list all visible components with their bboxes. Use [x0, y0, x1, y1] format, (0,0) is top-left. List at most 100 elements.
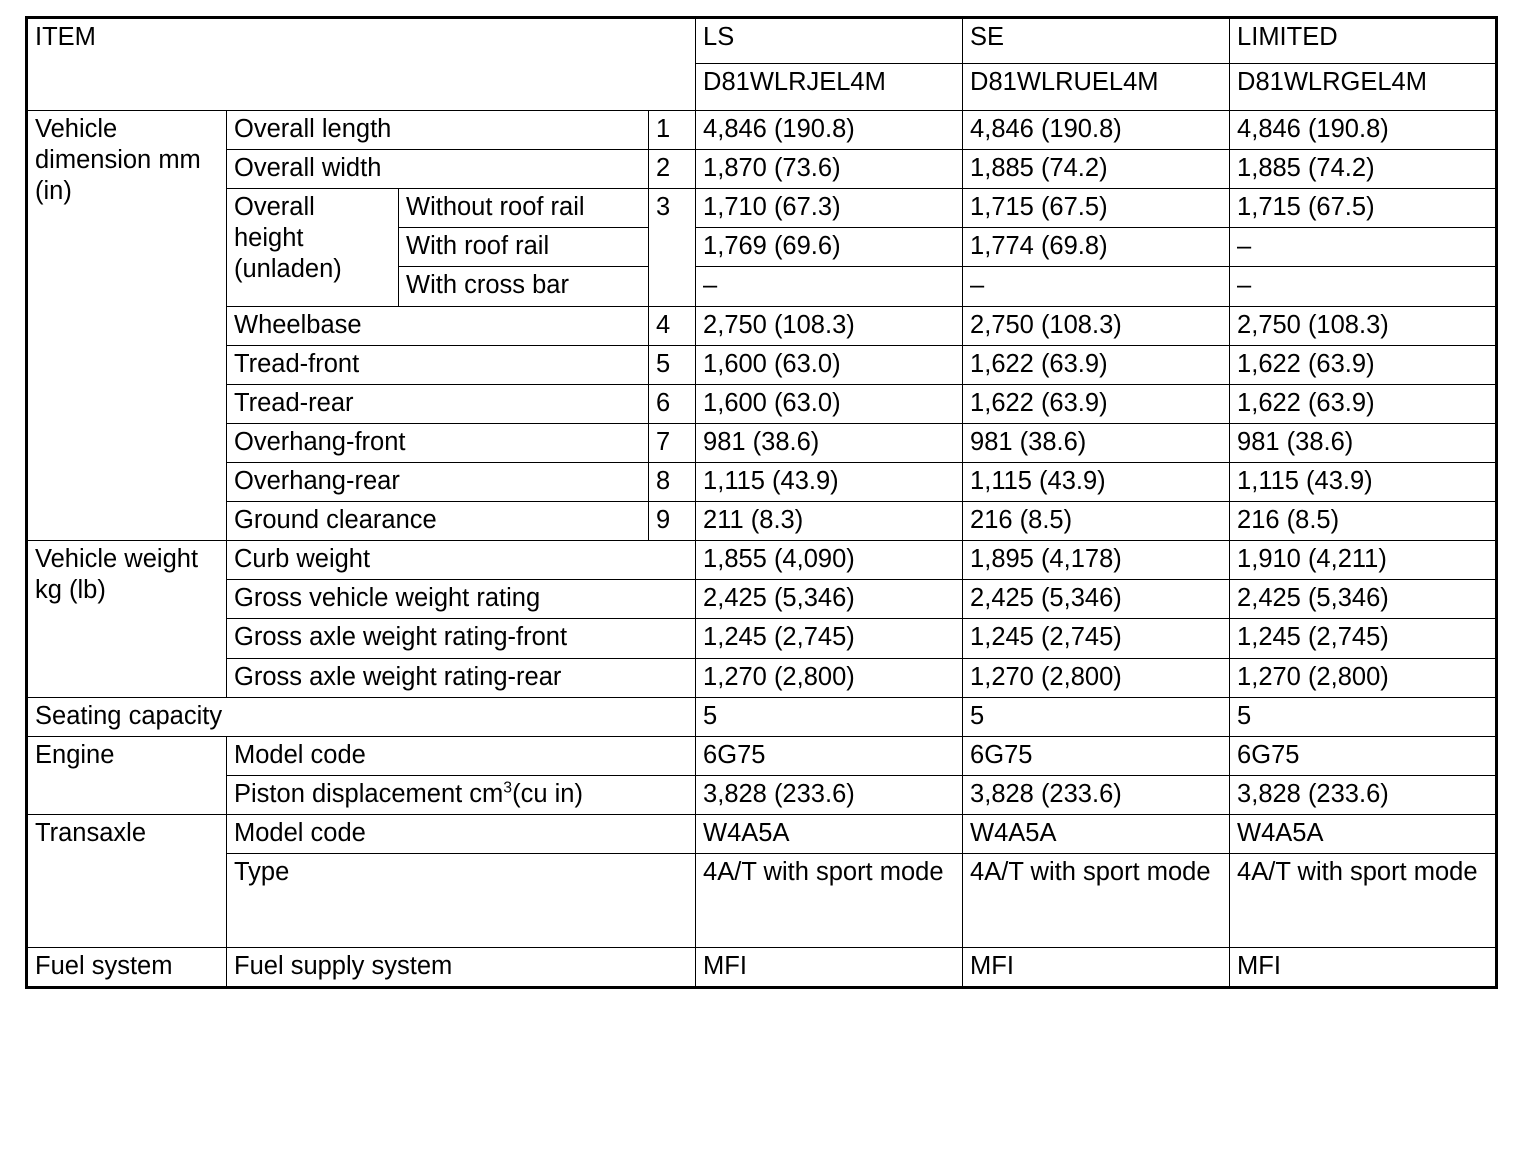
- row-overhang-rear: Overhang-rear 8 1,115 (43.9) 1,115 (43.9…: [27, 461, 1498, 503]
- header-item-label: ITEM: [25, 17, 697, 111]
- piston-displacement-superscript: 3: [503, 779, 513, 797]
- value-seating-capacity-se: 5: [962, 696, 1231, 737]
- value-overhang-rear-limited: 1,115 (43.9): [1229, 461, 1498, 503]
- value-overhang-rear-ls: 1,115 (43.9): [695, 461, 964, 503]
- value-transaxle-type-se: 4A/T with sport mode: [962, 853, 1231, 949]
- value-overhang-rear-se: 1,115 (43.9): [962, 461, 1231, 503]
- value-gross-axle-front-limited: 1,245 (2,745): [1229, 618, 1498, 659]
- value-with-roof-rail-limited: –: [1229, 227, 1498, 268]
- row-label-curb-weight: Curb weight: [225, 540, 697, 581]
- value-wheelbase-limited: 2,750 (108.3): [1229, 305, 1498, 346]
- row-label-overhang-rear: Overhang-rear: [226, 461, 649, 503]
- value-gross-axle-front-se: 1,245 (2,745): [962, 618, 1231, 659]
- row-seating-capacity: Seating capacity 5 5 5: [25, 696, 1498, 737]
- group-label-fuel-system: Fuel system: [26, 947, 227, 989]
- row-overall-height-without-roof-rail: Overall height (unladen) Without roof ra…: [27, 188, 1498, 307]
- value-gross-axle-front-ls: 1,245 (2,745): [695, 618, 964, 659]
- value-curb-weight-limited: 1,910 (4,211): [1229, 540, 1498, 581]
- row-curb-weight: Vehicle weight kg (lb) Curb weight 1,855…: [26, 540, 1498, 698]
- value-transaxle-model-code-limited: W4A5A: [1229, 813, 1498, 855]
- row-label-gross-axle-weight-rating-rear: Gross axle weight rating-rear: [225, 657, 697, 698]
- group-label-engine: Engine: [26, 735, 227, 815]
- row-label-overall-length: Overall length: [226, 109, 649, 151]
- value-tread-rear-se: 1,622 (63.9): [962, 383, 1231, 424]
- header-grade-ls: LS: [695, 17, 964, 64]
- row-label-seating-capacity: Seating capacity: [25, 696, 697, 737]
- piston-displacement-label-prefix: Piston displacement cm: [234, 779, 504, 808]
- value-tread-rear-limited: 1,622 (63.9): [1229, 383, 1498, 424]
- group-label-transaxle: Transaxle: [26, 813, 227, 949]
- value-seating-capacity-limited: 5: [1229, 696, 1498, 737]
- group-label-vehicle-dimension: Vehicle dimension mm (in): [26, 109, 227, 542]
- row-label-ground-clearance: Ground clearance: [226, 501, 649, 542]
- value-overhang-front-ls: 981 (38.6): [695, 422, 964, 463]
- value-without-roof-rail-limited: 1,715 (67.5): [1229, 188, 1498, 229]
- value-without-roof-rail-ls: 1,710 (67.3): [695, 188, 964, 229]
- row-gross-vehicle-weight-rating: Gross vehicle weight rating 2,425 (5,346…: [27, 579, 1498, 620]
- value-tread-front-ls: 1,600 (63.0): [695, 344, 964, 385]
- row-ground-clearance: Ground clearance 9 211 (8.3) 216 (8.5) 2…: [27, 501, 1498, 542]
- row-number-overall-height: 3: [647, 188, 697, 307]
- row-label-piston-displacement: Piston displacement cm3(cu in): [225, 774, 697, 815]
- row-label-gross-vehicle-weight-rating: Gross vehicle weight rating: [225, 579, 697, 620]
- row-transaxle-type: Type 4A/T with sport mode 4A/T with spor…: [27, 853, 1498, 949]
- header-row-code: D81WLRJEL4M D81WLRUEL4M D81WLRGEL4M: [27, 63, 1498, 111]
- row-label-gross-axle-weight-rating-front: Gross axle weight rating-front: [225, 618, 697, 659]
- row-fuel-supply-system: Fuel system Fuel supply system MFI MFI M…: [26, 947, 1498, 989]
- value-tread-rear-ls: 1,600 (63.0): [695, 383, 964, 424]
- value-engine-model-code-limited: 6G75: [1229, 735, 1498, 776]
- header-code-limited: D81WLRGEL4M: [1229, 63, 1498, 111]
- row-number-overall-width: 2: [647, 149, 697, 190]
- value-curb-weight-se: 1,895 (4,178): [962, 540, 1231, 581]
- row-piston-displacement: Piston displacement cm3(cu in) 3,828 (23…: [27, 774, 1498, 815]
- value-piston-displacement-limited: 3,828 (233.6): [1229, 774, 1498, 815]
- header-grade-limited: LIMITED: [1229, 17, 1498, 64]
- header-row-grade: ITEM LS SE LIMITED: [25, 17, 1498, 111]
- header-grade-se: SE: [962, 17, 1231, 64]
- value-gross-axle-rear-limited: 1,270 (2,800): [1229, 657, 1498, 698]
- row-overhang-front: Overhang-front 7 981 (38.6) 981 (38.6) 9…: [27, 422, 1498, 463]
- row-label-with-roof-rail: With roof rail: [398, 227, 649, 268]
- row-label-overall-width: Overall width: [226, 149, 649, 190]
- value-transaxle-type-ls: 4A/T with sport mode: [695, 853, 964, 949]
- row-overall-length: Vehicle dimension mm (in) Overall length…: [26, 109, 1498, 542]
- value-without-roof-rail-se: 1,715 (67.5): [962, 188, 1231, 229]
- value-overhang-front-limited: 981 (38.6): [1229, 422, 1498, 463]
- row-label-transaxle-model-code: Model code: [225, 813, 697, 855]
- value-ground-clearance-ls: 211 (8.3): [695, 501, 964, 542]
- value-engine-model-code-ls: 6G75: [695, 735, 964, 776]
- value-overall-length-limited: 4,846 (190.8): [1229, 109, 1498, 151]
- value-overall-width-limited: 1,885 (74.2): [1229, 149, 1498, 190]
- value-overall-length-se: 4,846 (190.8): [962, 109, 1231, 151]
- row-number-ground-clearance: 9: [647, 501, 697, 542]
- value-fuel-supply-system-ls: MFI: [695, 947, 964, 989]
- value-gross-axle-rear-se: 1,270 (2,800): [962, 657, 1231, 698]
- value-wheelbase-se: 2,750 (108.3): [962, 305, 1231, 346]
- group-label-vehicle-weight: Vehicle weight kg (lb): [26, 540, 227, 698]
- row-number-tread-front: 5: [647, 344, 697, 385]
- row-number-wheelbase: 4: [647, 305, 697, 346]
- value-overhang-front-se: 981 (38.6): [962, 422, 1231, 463]
- row-label-transaxle-type: Type: [225, 853, 697, 949]
- row-gross-axle-weight-rating-front: Gross axle weight rating-front 1,245 (2,…: [27, 618, 1498, 659]
- value-fuel-supply-system-limited: MFI: [1229, 947, 1498, 989]
- row-overall-width: Overall width 2 1,870 (73.6) 1,885 (74.2…: [27, 149, 1498, 190]
- value-engine-model-code-se: 6G75: [962, 735, 1231, 776]
- value-transaxle-type-limited: 4A/T with sport mode: [1229, 853, 1498, 949]
- row-label-tread-rear: Tread-rear: [226, 383, 649, 424]
- value-with-cross-bar-se: –: [962, 266, 1231, 307]
- row-number-tread-rear: 6: [647, 383, 697, 424]
- row-number-overall-length: 1: [647, 109, 697, 151]
- value-fuel-supply-system-se: MFI: [962, 947, 1231, 989]
- value-with-cross-bar-ls: –: [695, 266, 964, 307]
- value-ground-clearance-se: 216 (8.5): [962, 501, 1231, 542]
- value-with-cross-bar-limited: –: [1229, 266, 1498, 307]
- row-gross-axle-weight-rating-rear: Gross axle weight rating-rear 1,270 (2,8…: [27, 657, 1498, 698]
- value-overall-length-ls: 4,846 (190.8): [695, 109, 964, 151]
- piston-displacement-label-suffix: (cu in): [512, 779, 583, 808]
- value-piston-displacement-se: 3,828 (233.6): [962, 774, 1231, 815]
- value-overall-width-se: 1,885 (74.2): [962, 149, 1231, 190]
- value-gross-axle-rear-ls: 1,270 (2,800): [695, 657, 964, 698]
- value-with-roof-rail-ls: 1,769 (69.6): [695, 227, 964, 268]
